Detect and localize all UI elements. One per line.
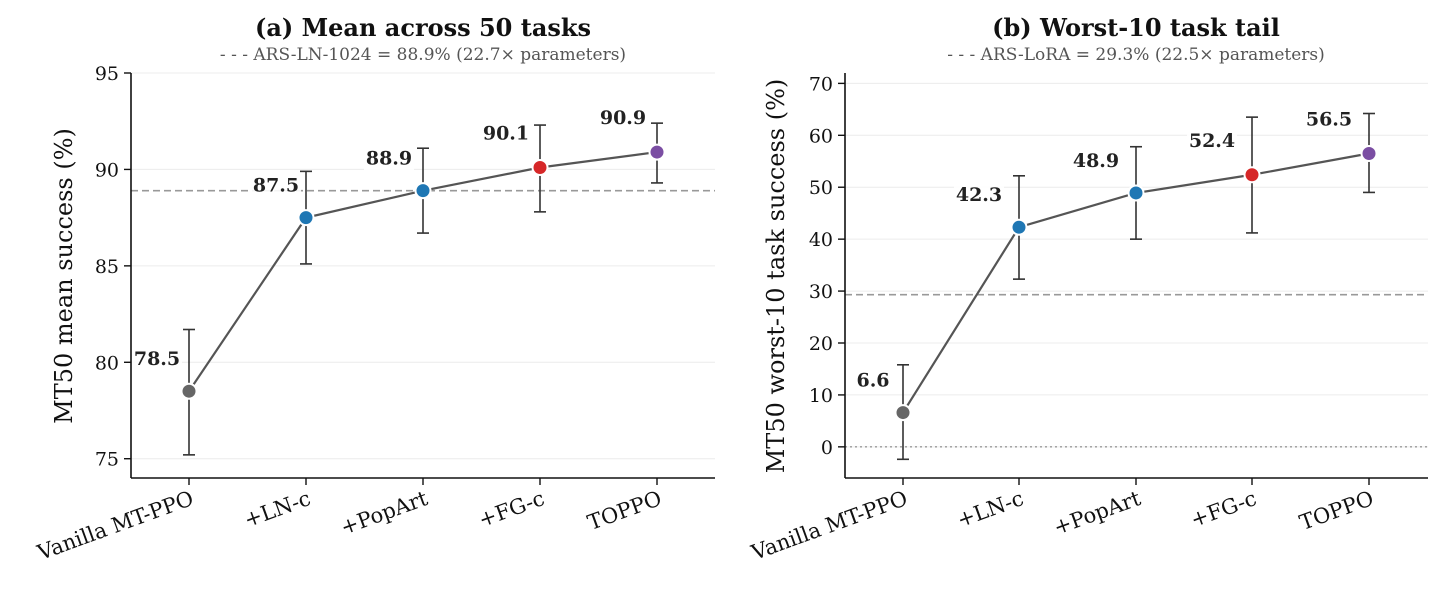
- panel-b-data-point: [1010, 218, 1028, 236]
- panel-b-y-tick-label: 50: [809, 177, 833, 199]
- panel-b-data-point: [1360, 144, 1378, 162]
- panel-a-title: (a) Mean across 50 tasks: [255, 13, 591, 42]
- panel-b-grid: [845, 82, 1428, 448]
- panel-a-y-tick-label: 75: [95, 449, 119, 471]
- panel-b-title: (b) Worst-10 task tail: [992, 13, 1280, 42]
- panel-b-y-tick-label: 10: [809, 385, 833, 407]
- panel-b-data-point: [1243, 166, 1261, 184]
- panel-a-data-label-bg: [598, 107, 648, 132]
- panel-b-y-tick-label: 60: [809, 125, 833, 147]
- panel-b-axes: [844, 73, 1428, 479]
- panel-a-data-label: 90.9: [600, 107, 646, 129]
- panel-a-data-point: [297, 209, 315, 227]
- panel-b-reference-lines: [845, 293, 1428, 448]
- panel-b-data-label: 48.9: [1073, 150, 1119, 172]
- panel-a-data-label: 88.9: [366, 148, 412, 170]
- panel-a-axes: [130, 73, 715, 479]
- panel-b-data-point: [1127, 184, 1145, 202]
- panel-a-series: 78.5 87.5 88.9 90.1 90.9: [132, 107, 666, 456]
- panel-b-data-label: 56.5: [1306, 108, 1352, 130]
- panel-a-data-point: [180, 382, 198, 400]
- panel-b-x-ticks: Vanilla MT-PPO +LN-c +PopArt +FG-c TOPPO: [747, 478, 1377, 565]
- panel-a-data-point: [648, 143, 666, 161]
- panel-a-x-ticks: Vanilla MT-PPO +LN-c +PopArt +FG-c TOPPO: [33, 478, 665, 565]
- panel-b-x-tick-label: TOPPO: [1296, 486, 1376, 535]
- panel-b-data-label: 52.4: [1189, 130, 1235, 152]
- panel-b-data-label-bg: [1187, 129, 1237, 154]
- panel-b-y-ticks: 0 10 20 30 40 50 60 70: [809, 73, 845, 459]
- panel-a-data-label-bg: [364, 147, 414, 172]
- panel-a-y-tick-label: 90: [95, 159, 119, 181]
- panel-b-x-tick-label: Vanilla MT-PPO: [747, 486, 910, 565]
- panel-a-y-tick-label: 95: [95, 63, 119, 85]
- panel-a-x-tick-label: Vanilla MT-PPO: [33, 486, 196, 565]
- panel-a-data-label: 87.5: [253, 175, 299, 197]
- panel-b-data-label-bg: [1304, 108, 1354, 133]
- panel-b-data-label-bg: [954, 184, 1004, 209]
- panel-a-x-tick-label: +PopArt: [337, 486, 431, 540]
- panel-b-y-axis-label: MT50 worst-10 task success (%): [762, 79, 790, 474]
- panel-a-y-ticks: 75 80 85 90 95: [95, 63, 131, 471]
- panel-a-y-tick-label: 85: [95, 256, 119, 278]
- panel-b-y-tick-label: 0: [821, 437, 833, 459]
- panel-b-series: 6.6 42.3 48.9 52.4 56.5: [848, 108, 1378, 461]
- panel-a-y-tick-label: 80: [95, 352, 119, 374]
- panel-b-data-label-bg: [848, 369, 898, 394]
- panel-a-y-axis-label: MT50 mean success (%): [50, 128, 78, 424]
- panel-a-x-tick-label: TOPPO: [584, 486, 664, 535]
- panel-b-subtitle: - - - ARS-LoRA = 29.3% (22.5× parameters…: [947, 45, 1325, 65]
- panel-b-y-tick-label: 30: [809, 281, 833, 303]
- panel-a-data-label: 90.1: [483, 123, 529, 145]
- panel-a-subtitle: - - - ARS-LN-1024 = 88.9% (22.7× paramet…: [220, 45, 626, 65]
- panel-a-data-label: 78.5: [134, 348, 180, 370]
- panel-b-data-label: 6.6: [856, 370, 889, 392]
- panel-b-x-tick-label: +FG-c: [1187, 486, 1259, 532]
- panel-b-data-point: [894, 404, 912, 422]
- panel-a: (a) Mean across 50 tasks - - - ARS-LN-10…: [33, 13, 715, 565]
- panel-a-data-point: [531, 159, 549, 176]
- panel-b-x-tick-label: +PopArt: [1050, 486, 1144, 540]
- panel-a-x-tick-label: +FG-c: [475, 486, 547, 532]
- panel-a-x-tick-label: +LN-c: [241, 486, 314, 532]
- panel-b-y-tick-label: 40: [809, 229, 833, 251]
- panel-b-data-label-bg: [1071, 149, 1121, 174]
- panel-b: (b) Worst-10 task tail - - - ARS-LoRA = …: [747, 13, 1428, 565]
- panel-b-y-tick-label: 20: [809, 333, 833, 355]
- panel-b-y-tick-label: 70: [809, 73, 833, 95]
- panel-a-data-point: [414, 182, 432, 200]
- panel-b-x-tick-label: +LN-c: [954, 486, 1027, 532]
- panel-a-grid: [131, 72, 715, 460]
- panel-b-data-label: 42.3: [956, 184, 1002, 206]
- panel-a-data-label-bg: [132, 348, 182, 373]
- panel-a-data-label-bg: [251, 174, 301, 199]
- panel-a-data-label-bg: [481, 122, 531, 147]
